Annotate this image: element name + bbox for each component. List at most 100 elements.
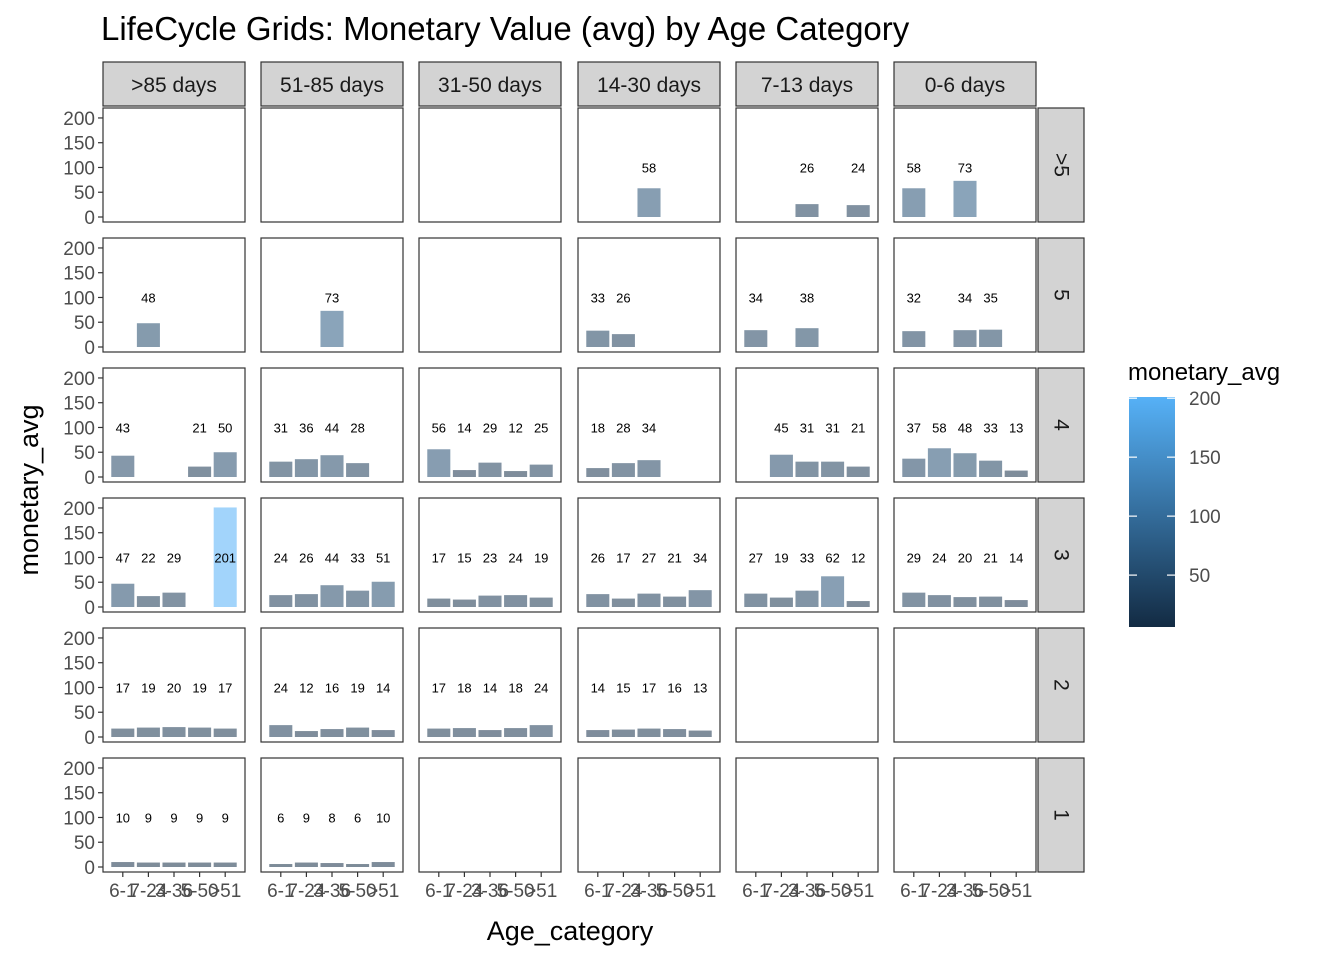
bar-label: 19 — [534, 550, 548, 565]
x-tick-label: >51 — [525, 881, 557, 902]
bar — [637, 460, 661, 477]
x-tick-label: 6-1 — [267, 881, 294, 902]
x-tick-label: >51 — [1000, 881, 1032, 902]
bar — [637, 728, 661, 737]
bar-label: 29 — [907, 550, 921, 565]
bar-label: 34 — [749, 290, 763, 305]
x-tick-label: 3-36 — [313, 881, 351, 902]
bar-label: 21 — [851, 420, 865, 435]
facet-strips: >85 days 51-85 days 31-50 days 14-30 days 7-… — [102, 61, 1085, 873]
bar-label: 24 — [274, 680, 288, 695]
bar — [188, 727, 212, 737]
bar-label: 10 — [376, 810, 390, 825]
bar — [927, 595, 951, 607]
bar-label: 24 — [851, 160, 865, 175]
bar — [478, 730, 502, 737]
strip-background — [735, 61, 879, 107]
bar — [979, 460, 1003, 477]
x-tick-label: 3-36 — [788, 881, 826, 902]
panel-border — [735, 757, 879, 873]
row-strip: 5 — [1037, 237, 1085, 353]
panel-border — [102, 627, 246, 743]
bar — [162, 727, 186, 737]
bar-label: 26 — [299, 550, 313, 565]
x-tick-label: >51 — [209, 881, 241, 902]
bar — [269, 461, 293, 477]
bar — [136, 596, 160, 607]
bar — [586, 730, 610, 737]
bar — [663, 596, 687, 607]
bar-label: 21 — [667, 550, 681, 565]
y-tick-label: 100 — [63, 808, 95, 829]
bar-label: 48 — [141, 290, 155, 305]
strip-background — [1037, 757, 1085, 873]
bar-label: 26 — [800, 160, 814, 175]
x-tick-label: 7-24 — [129, 881, 167, 902]
x-tick-label: 5-50 — [972, 881, 1010, 902]
bar — [846, 601, 870, 607]
column-strip: 14-30 days — [577, 61, 721, 107]
y-axis: 0 50 100 150 200 — [63, 109, 103, 229]
bar-label: 24 — [274, 550, 288, 565]
bar — [902, 592, 926, 607]
bar-label: 34 — [958, 290, 972, 305]
panel-border — [418, 497, 562, 613]
x-tick-label: >51 — [684, 881, 716, 902]
bar — [846, 466, 870, 477]
x-axis: 6-17-243-365-50>51 — [584, 872, 716, 902]
column-strip: 0-6 days — [893, 61, 1037, 107]
bar-label: 28 — [350, 420, 364, 435]
panel-border — [893, 757, 1037, 873]
bar-label: 10 — [116, 810, 130, 825]
facet-panel — [893, 757, 1037, 873]
facet-panel: 73 — [260, 237, 404, 353]
y-tick-label: 100 — [63, 548, 95, 569]
bar-label: 19 — [141, 680, 155, 695]
bar — [611, 598, 635, 607]
column-strip-label: 0-6 days — [925, 74, 1006, 97]
y-tick-label: 200 — [63, 369, 95, 390]
bar-label: 27 — [642, 550, 656, 565]
panel-border — [893, 627, 1037, 743]
bar-label: 13 — [693, 680, 707, 695]
x-tick-label: 3-36 — [471, 881, 509, 902]
strip-background — [260, 61, 404, 107]
y-tick-label: 150 — [63, 524, 95, 545]
bar-label: 36 — [299, 420, 313, 435]
bar — [452, 728, 476, 737]
bar-label: 19 — [774, 550, 788, 565]
x-tick-label: 3-36 — [155, 881, 193, 902]
bar — [902, 331, 926, 347]
x-tick-label: 7-24 — [604, 881, 642, 902]
bar-label: 18 — [457, 680, 471, 695]
x-tick-label: 7-24 — [762, 881, 800, 902]
x-axes: 6-17-243-365-50>51 6-17-243-365-50>51 6-17… — [109, 872, 1032, 902]
bar-label: 44 — [325, 420, 339, 435]
bar-label: 44 — [325, 550, 339, 565]
row-strip: 1 — [1037, 757, 1085, 873]
row-strip-label: 2 — [1050, 679, 1073, 691]
x-tick-label: >51 — [842, 881, 874, 902]
bar-label: 18 — [508, 680, 522, 695]
column-strip-label: 31-50 days — [438, 74, 542, 97]
bar — [769, 597, 793, 607]
bar — [162, 592, 186, 607]
y-axis: 0 50 100 150 200 — [63, 499, 103, 619]
facet-panel: 26 17 27 21 34 — [577, 497, 721, 613]
legend-tick-label: 150 — [1189, 448, 1221, 469]
bar-label: 9 — [196, 810, 203, 825]
bar-label: 17 — [218, 680, 232, 695]
bar — [637, 188, 661, 217]
bar-label: 58 — [907, 160, 921, 175]
row-strip-label: 3 — [1050, 549, 1073, 561]
bar — [427, 598, 451, 607]
facet-panel: 45 31 31 21 — [735, 367, 879, 483]
strip-background — [1037, 627, 1085, 743]
y-tick-label: 0 — [84, 208, 95, 229]
bar-label: 17 — [116, 680, 130, 695]
bar — [529, 725, 553, 737]
panel-border — [418, 757, 562, 873]
column-strip-label: 7-13 days — [761, 74, 853, 97]
bar-label: 37 — [907, 420, 921, 435]
legend-tick-label: 50 — [1189, 566, 1210, 587]
